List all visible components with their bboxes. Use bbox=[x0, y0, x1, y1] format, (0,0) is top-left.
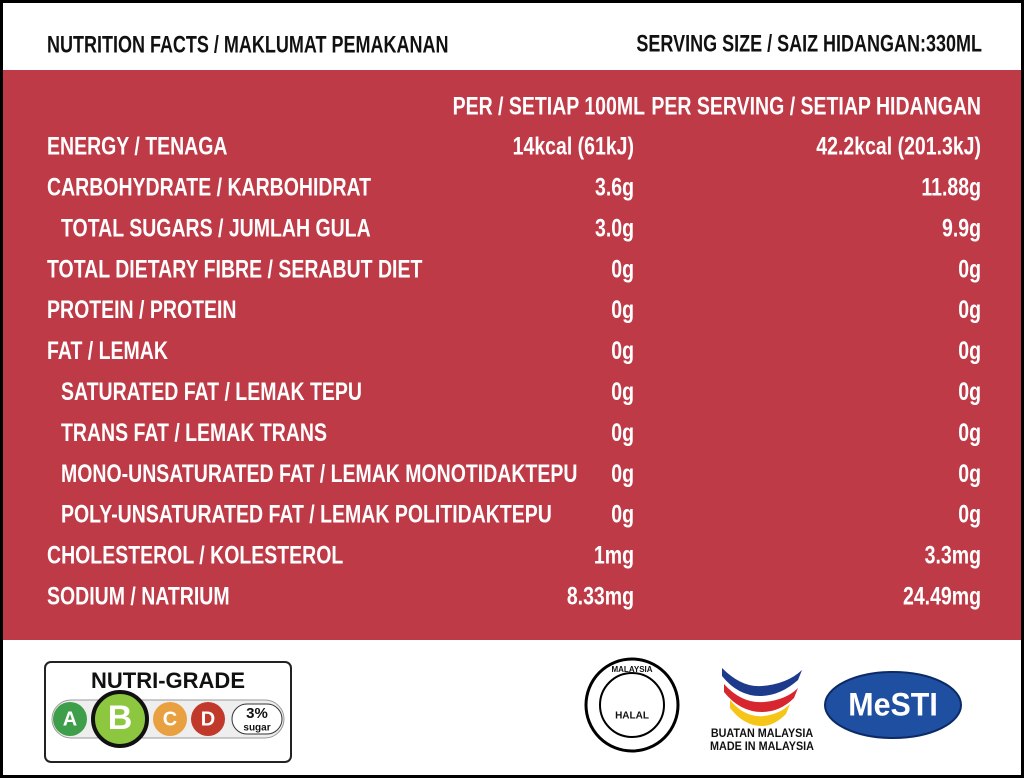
flag-stripe bbox=[730, 700, 790, 726]
row-label: POLY-UNSATURATED FAT / LEMAK POLITIDAKTE… bbox=[61, 500, 552, 528]
cell: 0g bbox=[611, 378, 634, 406]
made-in: MADE IN MALAYSIA bbox=[710, 741, 814, 754]
cell: 0g bbox=[611, 337, 634, 365]
sugar-pill bbox=[231, 703, 283, 735]
column-header: PER / SETIAP 100ML bbox=[453, 92, 645, 120]
cell: 42.2kcal (201.3kJ) bbox=[816, 132, 981, 160]
row-label: PROTEIN / PROTEIN bbox=[47, 296, 236, 324]
mesti-text: MeSTI bbox=[848, 687, 938, 723]
grade-circle bbox=[53, 702, 87, 736]
row-label: MONO-UNSATURATED FAT / LEMAK MONOTIDAKTE… bbox=[61, 460, 577, 488]
grade-circle bbox=[91, 690, 149, 748]
cell: 0g bbox=[958, 500, 981, 528]
cell: 3.6g bbox=[595, 173, 634, 201]
grade-circle bbox=[153, 702, 187, 736]
row-label: TOTAL SUGARS / JUMLAH GULA bbox=[61, 214, 371, 242]
row-label: TOTAL DIETARY FIBRE / SERABUT DIET bbox=[47, 255, 423, 283]
grade-letter: A bbox=[63, 708, 77, 730]
cell: 0g bbox=[611, 460, 634, 488]
cell: 0g bbox=[958, 419, 981, 447]
sugar-percent: 3% bbox=[246, 705, 268, 722]
cell: 1mg bbox=[594, 541, 634, 569]
cell: 0g bbox=[611, 419, 634, 447]
cell: 11.88g bbox=[921, 173, 981, 201]
grade-letter: B bbox=[108, 699, 133, 737]
cell: 0g bbox=[958, 337, 981, 365]
title: NUTRITION FACTS / MAKLUMAT PEMAKANAN bbox=[47, 32, 448, 58]
row-label: ENERGY / TENAGA bbox=[47, 132, 227, 160]
halal-text: HALAL bbox=[615, 711, 649, 722]
cell: 24.49mg bbox=[903, 582, 981, 610]
serving-size: SERVING SIZE / SAIZ HIDANGAN:330ML bbox=[636, 31, 982, 57]
row-label: CARBOHYDRATE / KARBOHIDRAT bbox=[47, 173, 371, 201]
cell: 3.3mg bbox=[925, 541, 981, 569]
grade-letter: C bbox=[163, 708, 177, 730]
made-in: BUATAN MALAYSIA bbox=[711, 728, 813, 741]
flag-stripe bbox=[722, 668, 802, 696]
cell: 3.0g bbox=[595, 214, 634, 242]
flag-stripe bbox=[724, 684, 798, 712]
cell: 0g bbox=[958, 378, 981, 406]
grade-letter: D bbox=[201, 708, 215, 730]
halal-ring: MALAYSIA bbox=[611, 665, 652, 674]
cell: 0g bbox=[611, 255, 634, 283]
cell: 8.33mg bbox=[567, 582, 634, 610]
row-label: CHOLESTEROL / KOLESTEROL bbox=[47, 541, 343, 569]
mesti-logo bbox=[824, 671, 962, 739]
nutri-grade-title: NUTRI-GRADE bbox=[91, 668, 245, 693]
sugar-label: sugar bbox=[243, 723, 270, 734]
cell: 0g bbox=[958, 296, 981, 324]
row-label: SODIUM / NATRIUM bbox=[47, 582, 230, 610]
column-header: PER SERVING / SETIAP HIDANGAN bbox=[651, 92, 981, 120]
halal-inner bbox=[599, 672, 665, 738]
cell: 0g bbox=[611, 296, 634, 324]
table-band bbox=[3, 70, 1021, 640]
row-label: SATURATED FAT / LEMAK TEPU bbox=[61, 378, 362, 406]
cell: 14kcal (61kJ) bbox=[513, 132, 634, 160]
row-label: TRANS FAT / LEMAK TRANS bbox=[61, 419, 327, 447]
cell: 9.9g bbox=[942, 214, 981, 242]
row-label: FAT / LEMAK bbox=[47, 337, 168, 365]
cell: 0g bbox=[958, 460, 981, 488]
grade-circle bbox=[191, 702, 225, 736]
cell: 0g bbox=[958, 255, 981, 283]
cell: 0g bbox=[611, 500, 634, 528]
